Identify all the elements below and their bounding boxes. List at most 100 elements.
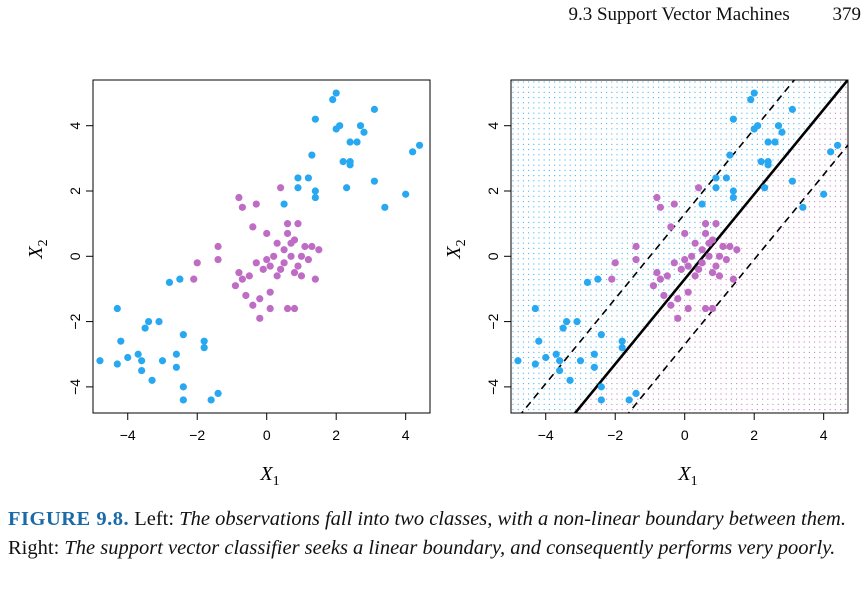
left-point-blue (329, 95, 337, 104)
caption-label: FIGURE 9.8. (8, 508, 130, 530)
right-point-purple (653, 193, 661, 202)
left-point-purple (308, 242, 316, 251)
right-ytick-label: −2 (485, 313, 501, 329)
right-point-blue (597, 331, 605, 339)
caption-left-tag: Left: (134, 508, 175, 530)
margin-line (627, 144, 848, 413)
right-point-blue (764, 158, 772, 166)
left-point-purple (287, 252, 295, 260)
left-xtick-label: 2 (332, 427, 340, 443)
right-point-purple (608, 275, 616, 283)
left-ytick-label: −2 (67, 313, 83, 329)
left-point-blue (172, 350, 180, 358)
right-point-purple (681, 229, 689, 238)
right-xtick-label: −2 (607, 427, 623, 443)
right-point-purple (691, 239, 699, 247)
left-point-purple (277, 265, 285, 273)
left-point-purple (297, 272, 306, 280)
right-point-purple (695, 184, 703, 192)
right-point-purple (670, 200, 678, 208)
right-plot-frame (510, 79, 849, 414)
right-point-blue (771, 138, 779, 146)
right-xlabel: X1 (677, 463, 697, 489)
section-title: 9.3 Support Vector Machines (568, 4, 790, 25)
left-point-blue (402, 190, 410, 198)
left-point-purple (238, 203, 246, 211)
left-point-purple (273, 239, 281, 247)
figure: −4 −2 0 2 4 −4 −2 0 2 4 X1 X2 −4 −2 0 2 4 −4 −2 0 2 4 X1 X… (25, 79, 849, 489)
left-point-purple (273, 272, 281, 280)
decision-boundary-line (573, 80, 848, 413)
left-point-purple (245, 272, 253, 280)
right-point-blue (833, 141, 842, 149)
right-point-purple (705, 252, 713, 260)
left-point-blue (176, 275, 184, 283)
left-point-purple (252, 200, 260, 208)
right-point-blue (757, 158, 765, 166)
left-point-purple (294, 262, 302, 270)
left-point-purple (277, 184, 285, 192)
left-point-purple (304, 255, 313, 264)
margin-line (520, 80, 796, 413)
right-point-blue (712, 184, 720, 192)
right-point-purple (691, 272, 699, 280)
right-point-blue (556, 357, 564, 365)
left-point-purple (283, 229, 292, 238)
left-point-blue (179, 396, 187, 404)
right-point-purple (708, 269, 717, 277)
right-point-purple (701, 220, 710, 228)
left-point-purple (235, 193, 243, 202)
right-point-purple (611, 259, 619, 267)
left-point-blue (353, 138, 361, 146)
right-point-blue (788, 177, 797, 185)
right-point-purple (726, 242, 734, 251)
right-point-blue (573, 317, 581, 326)
left-plot-frame (92, 79, 431, 414)
right-point-blue (750, 89, 758, 97)
left-point-blue (356, 122, 365, 130)
right-point-purple (688, 252, 696, 260)
left-point-blue (200, 337, 208, 345)
right-point-blue (827, 148, 835, 156)
right-point-blue (799, 203, 807, 211)
right-point-blue (590, 350, 598, 358)
right-point-purple (733, 246, 741, 254)
left-xtick-label: −2 (189, 427, 205, 443)
right-point-purple (656, 275, 664, 283)
left-xtick-label: −4 (120, 427, 136, 443)
left-point-blue (304, 174, 313, 182)
right-point-purple (653, 269, 661, 277)
right-point-purple (681, 255, 689, 264)
right-point-blue (698, 200, 706, 208)
right-point-purple (698, 246, 706, 254)
left-ytick-label: −4 (67, 379, 83, 395)
left-point-purple (256, 314, 264, 322)
right-point-blue (618, 344, 626, 352)
right-point-purple (715, 252, 724, 260)
right-point-purple (698, 259, 706, 267)
left-point-purple (301, 242, 309, 251)
caption-right-text: The support vector classifier seeks a li… (64, 537, 836, 559)
left-point-blue (200, 344, 208, 352)
left-point-blue (144, 317, 153, 326)
left-point-purple (270, 252, 278, 260)
right-point-purple (649, 282, 658, 290)
left-point-blue (214, 389, 222, 398)
left-point-purple (311, 275, 319, 283)
left-point-blue (148, 376, 156, 384)
right-point-purple (667, 301, 675, 309)
right-point-blue (531, 360, 539, 368)
right-point-blue (764, 138, 772, 146)
right-point-blue (722, 174, 731, 182)
left-point-purple (263, 229, 271, 238)
right-point-purple (656, 203, 664, 211)
right-point-blue (726, 151, 734, 159)
left-point-blue (311, 193, 319, 202)
left-point-purple (242, 291, 250, 300)
left-point-blue (336, 122, 344, 130)
right-point-blue (761, 184, 769, 192)
left-point-purple (238, 275, 246, 283)
left-point-blue (158, 357, 167, 365)
left-point-purple (256, 295, 264, 303)
left-point-purple (266, 262, 274, 270)
